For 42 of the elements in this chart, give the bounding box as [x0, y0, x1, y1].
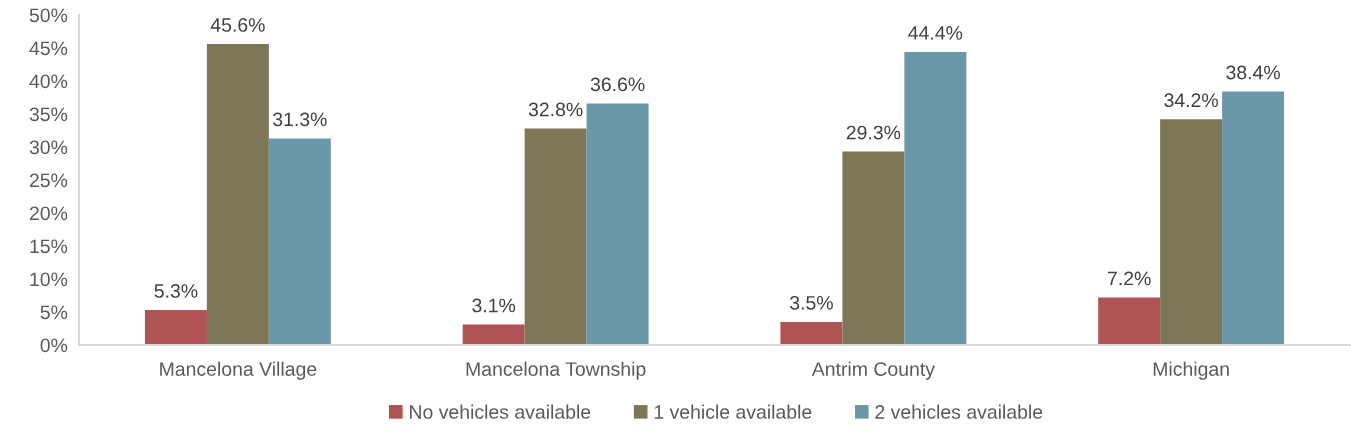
data-label: 44.4%	[908, 26, 963, 40]
bar	[1098, 297, 1161, 345]
y-tick-label: 20%	[29, 206, 68, 221]
data-label: 5.3%	[154, 284, 198, 298]
y-tick-label: 45%	[29, 41, 68, 56]
bar	[1222, 91, 1285, 345]
data-label: 29.3%	[846, 125, 901, 140]
data-label: 31.3%	[273, 112, 327, 127]
y-tick-label: 5%	[40, 305, 68, 320]
bar	[268, 138, 331, 345]
data-label: 7.2%	[1108, 271, 1151, 286]
y-tick-label: 50%	[29, 8, 68, 23]
data-label: 34.2%	[1164, 93, 1218, 108]
bar	[842, 151, 905, 345]
y-tick-label: 30%	[29, 140, 68, 155]
bar	[1160, 119, 1223, 345]
data-label: 38.4%	[1226, 65, 1280, 80]
y-tick-label: 15%	[30, 239, 68, 254]
y-tick-label: 35%	[29, 107, 68, 122]
bar	[206, 44, 269, 345]
data-label: 3.5%	[790, 295, 833, 310]
y-tick-label: 10%	[30, 272, 68, 287]
data-label: 36.6%	[590, 77, 645, 92]
x-tick-label: Antrim County	[811, 361, 935, 380]
x-tick-label: Mancelona Village	[160, 361, 317, 380]
x-tick-label: Mancelona Township	[466, 361, 646, 380]
data-label: 3.1%	[472, 298, 516, 313]
legend-label: No vehicles available	[410, 404, 591, 419]
bar	[904, 51, 967, 345]
y-tick-label: 0%	[40, 338, 68, 353]
legend-label: 1 vehicle available	[654, 404, 812, 419]
x-tick-label: Michigan	[1153, 361, 1229, 380]
y-tick-label: 25%	[29, 173, 68, 188]
bar	[144, 310, 207, 345]
y-tick-label: 40%	[29, 74, 68, 89]
data-label: 45.6%	[210, 18, 265, 32]
bar	[586, 103, 649, 345]
bar	[462, 324, 525, 345]
legend-label: 2 vehicles available	[875, 404, 1043, 419]
bar	[524, 128, 587, 345]
bar	[780, 321, 843, 345]
data-label: 32.8%	[528, 102, 583, 117]
